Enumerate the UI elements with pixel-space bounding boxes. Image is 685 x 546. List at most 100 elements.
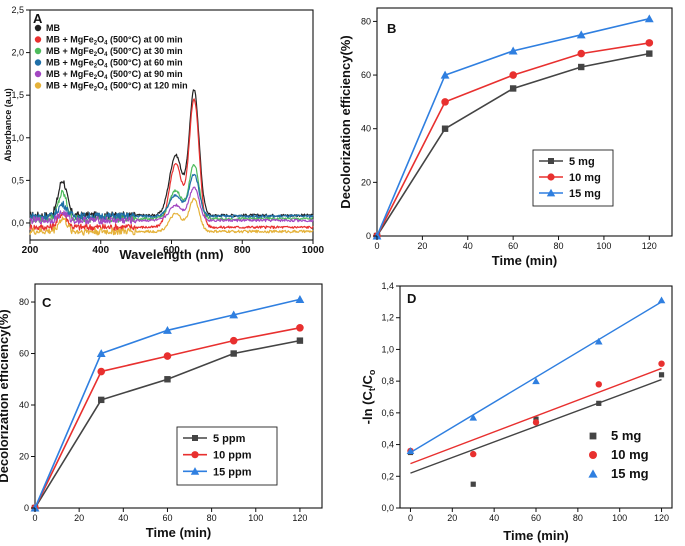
- panel-c-legend-marker-2: [190, 467, 200, 475]
- panel-d-y-tick-label-0: 0,0: [381, 503, 394, 513]
- panel-c-x-axis-label: Time (min): [146, 525, 212, 540]
- panel-d-fit-line-2: [410, 301, 662, 454]
- panel-d-series-0-point-3: [596, 400, 602, 406]
- panel-d-x-tick-label-3: 60: [531, 513, 541, 523]
- panel-b-legend-label-0: 5 mg: [569, 156, 595, 168]
- panel-d-y-tick-label-7: 1,4: [381, 281, 394, 291]
- panel-b-series-1-point-1: [441, 98, 449, 106]
- panel-a-y-axis-label: Absorbance (a.u): [3, 88, 13, 162]
- panel-d-series-2-point-1: [469, 413, 478, 421]
- panel-a-legend-label-0: MB: [46, 23, 60, 33]
- panel-d-x-tick-label-6: 120: [654, 513, 669, 523]
- panel-b-series-0-point-3: [578, 63, 585, 71]
- panel-c-series-2-point-1: [96, 349, 106, 358]
- panel-b-series-0-point-1: [441, 125, 449, 132]
- panel-a-absorbance-spectra: 200 400 600 800 1000 0,0 0,5 1,0 1,5 2,0 2,5 Wavele…: [3, 5, 325, 262]
- panel-b-catalyst-dose-efficiency: 0 20 40 60 80 100 120 0 20 40 60 80 Time (min) Decolo…: [338, 7, 673, 268]
- panel-a-legend-label-2: MB + MgFe2O4 (500°C) at 30 min: [46, 46, 183, 58]
- panel-b-letter: B: [387, 21, 396, 36]
- panel-a-x-tick-label-4: 1000: [302, 245, 325, 256]
- panel-d-y-tick-label-3: 0,6: [381, 408, 394, 418]
- panel-d-x-tick-label-2: 40: [489, 513, 499, 523]
- panel-b-series-1-point-4: [645, 39, 654, 47]
- panel-d-legend-label-0: 5 mg: [611, 428, 641, 443]
- panel-b-y-tick-label-4: 80: [361, 16, 371, 26]
- panel-b-x-tick-label-3: 60: [508, 241, 518, 251]
- panel-c-series-1-point-2: [163, 352, 172, 360]
- panel-d-series-0-point-1: [470, 481, 476, 487]
- panel-b-y-tick-label-1: 20: [361, 177, 371, 187]
- panel-d-x-tick-label-4: 80: [573, 513, 583, 523]
- panel-d-x-axis-label: Time (min): [503, 528, 569, 543]
- panel-d-y-tick-label-5: 1,0: [381, 344, 394, 354]
- panel-c-series-1-point-1: [97, 367, 106, 376]
- panel-b-series-0-point-2: [509, 85, 517, 92]
- panel-a-spectrum-5: [29, 197, 314, 236]
- panel-a-y-tick-label-3: 1,5: [11, 90, 24, 100]
- panel-a-legend-marker-2: [34, 47, 42, 55]
- panel-c-x-tick-label-2: 40: [118, 513, 128, 523]
- panel-d-fit-line-1: [410, 367, 662, 465]
- panel-d-legend-marker-0: [589, 432, 597, 440]
- panel-d-y-tick-label-2: 0,4: [381, 440, 394, 450]
- panel-a-y-tick-label-4: 2,0: [11, 48, 24, 58]
- panel-b-x-tick-label-5: 100: [596, 241, 611, 251]
- panel-d-y-tick-label-1: 0,2: [381, 471, 394, 481]
- panel-c-y-axis-label: Decolorization efficiency(%): [0, 309, 11, 482]
- panel-d-series-2-point-0: [406, 447, 415, 454]
- panel-c-legend-marker-0: [192, 435, 198, 441]
- panel-b-x-tick-label-4: 80: [554, 241, 564, 251]
- panel-b-legend-marker-0: [548, 158, 554, 164]
- panel-b-x-tick-label-0: 0: [374, 241, 379, 251]
- panel-b-series-2-point-1: [440, 70, 450, 79]
- panel-b-x-tick-label-6: 120: [642, 241, 657, 251]
- panel-b-y-tick-label-0: 0: [366, 231, 371, 241]
- panel-a-x-tick-label-1: 400: [92, 245, 109, 256]
- panel-d-x-tick-label-0: 0: [408, 513, 413, 523]
- panel-d-series-2-point-4: [657, 296, 666, 304]
- panel-d-x-tick-label-1: 20: [447, 513, 457, 523]
- panel-c-series-0-point-1: [98, 396, 105, 404]
- panel-c-plot-frame: [34, 283, 323, 509]
- panel-d-y-tick-label-6: 1,2: [381, 313, 394, 323]
- panel-c-y-tick-label-4: 80: [19, 297, 29, 307]
- panel-d-series-1-point-2: [532, 419, 540, 426]
- panel-c-y-tick-label-0: 0: [24, 503, 29, 513]
- panel-b-x-tick-label-1: 20: [417, 241, 427, 251]
- panel-a-legend-label-5: MB + MgFe2O4 (500°C) at 120 min: [46, 81, 188, 93]
- panel-b-legend-marker-2: [546, 188, 556, 197]
- panel-d-legend-label-2: 15 mg: [611, 466, 649, 481]
- panel-c-series-1-point-4: [296, 323, 304, 332]
- panel-d-series-0-point-4: [658, 372, 665, 378]
- panel-a-letter: A: [33, 11, 43, 26]
- panel-c-series-0-point-4: [296, 337, 304, 344]
- panel-c-legend-marker-1: [191, 451, 199, 459]
- panel-a-legend-marker-3: [34, 59, 42, 66]
- panel-a-x-tick-label-0: 200: [22, 245, 39, 256]
- panel-b-legend-marker-1: [547, 173, 555, 181]
- panel-d-fit-line-0: [410, 378, 662, 474]
- panel-a-spectrum-4: [29, 186, 314, 225]
- panel-b-x-axis-label: Time (min): [492, 253, 558, 268]
- panel-a-y-tick-label-2: 1,0: [11, 133, 24, 143]
- panel-c-series-1-point-3: [229, 336, 238, 345]
- panel-d-letter: D: [407, 291, 416, 306]
- panel-b-series-2-point-2: [508, 46, 518, 55]
- panel-c-series-2-point-2: [163, 325, 172, 334]
- panel-c-legend-label-0: 5 ppm: [213, 433, 246, 445]
- panel-a-legend-marker-5: [34, 82, 42, 89]
- panel-c-x-tick-label-4: 80: [207, 513, 217, 523]
- panel-c-series-0-point-3: [230, 350, 237, 357]
- panel-c-x-tick-label-0: 0: [32, 513, 37, 523]
- panel-b-y-tick-label-2: 40: [361, 124, 371, 134]
- panel-b-y-tick-label-3: 60: [361, 70, 371, 80]
- panel-d-legend-marker-2: [588, 469, 598, 478]
- panel-b-series-1-point-2: [509, 71, 517, 79]
- panel-a-legend-marker-1: [34, 36, 42, 43]
- panel-d-legend-label-1: 10 mg: [611, 447, 649, 462]
- panel-a-x-tick-label-2: 600: [163, 245, 180, 256]
- panel-c-legend-label-2: 15 ppm: [213, 466, 252, 478]
- panel-a-legend-label-4: MB + MgFe2O4 (500°C) at 90 min: [46, 69, 183, 81]
